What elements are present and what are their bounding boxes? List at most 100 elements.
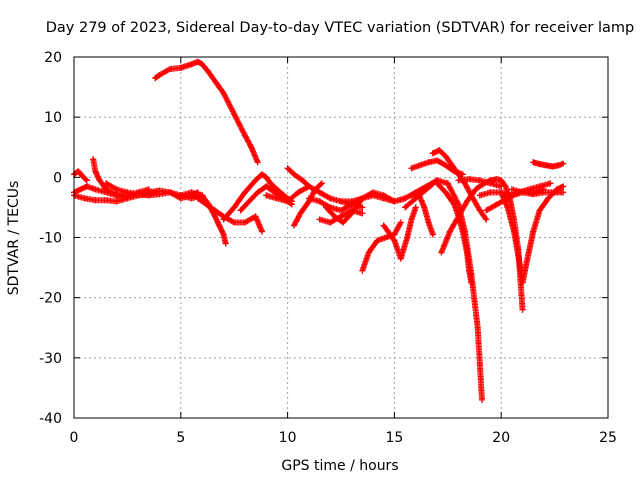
data-point <box>421 204 428 211</box>
axis-ticks: 0 5 10 15 20 25 -40 -30 -20 -10 0 10 20 <box>39 50 617 446</box>
data-point <box>487 189 494 196</box>
data-point <box>530 228 537 235</box>
data-point <box>468 279 475 286</box>
data-point <box>472 186 479 193</box>
data-point <box>359 195 366 202</box>
series-arc-30 <box>498 183 567 286</box>
data-point <box>241 189 248 196</box>
data-point <box>429 150 436 157</box>
y-tick-label: -10 <box>39 231 62 247</box>
data-point <box>273 186 280 193</box>
data-point <box>254 189 261 196</box>
y-tick-label: -40 <box>39 411 62 427</box>
x-tick-label: 15 <box>385 430 403 446</box>
data-point <box>551 189 558 196</box>
series-markers <box>380 204 419 262</box>
data-point <box>536 161 543 168</box>
data-point <box>312 186 319 193</box>
data-point <box>504 204 511 211</box>
data-point <box>408 216 415 223</box>
data-point <box>263 183 270 190</box>
data-point <box>267 180 274 187</box>
data-point <box>92 197 99 204</box>
data-point <box>553 186 560 193</box>
data-point <box>530 191 537 198</box>
data-point <box>449 162 456 169</box>
data-point <box>466 267 473 274</box>
grid <box>74 57 608 418</box>
data-point <box>241 219 248 226</box>
data-point <box>205 69 212 76</box>
data-point <box>299 177 306 184</box>
data-point <box>459 228 466 235</box>
data-point <box>464 249 471 256</box>
data-point <box>188 189 195 196</box>
data-points <box>71 58 567 403</box>
data-point <box>498 183 505 190</box>
series-arc-32 <box>530 159 567 170</box>
series-arc-20 <box>380 204 419 262</box>
data-point <box>348 210 355 217</box>
data-point <box>211 207 218 214</box>
data-point <box>231 219 238 226</box>
data-point <box>555 162 562 169</box>
x-tick-label: 25 <box>599 430 617 446</box>
data-point <box>391 237 398 244</box>
data-point <box>90 156 97 163</box>
data-point <box>444 180 451 187</box>
data-point <box>77 186 84 193</box>
data-point <box>231 111 238 118</box>
data-point <box>188 195 195 202</box>
data-point <box>258 228 265 235</box>
data-point <box>92 186 99 193</box>
data-point <box>397 255 404 262</box>
data-point <box>177 64 184 71</box>
data-point <box>425 219 432 226</box>
data-point <box>466 176 473 183</box>
data-point <box>237 207 244 214</box>
data-point <box>387 231 394 238</box>
data-point <box>145 192 152 199</box>
data-point <box>83 183 90 190</box>
data-point <box>316 216 323 223</box>
data-point <box>498 189 505 196</box>
series-arc-03 <box>71 168 90 184</box>
data-point <box>252 213 259 220</box>
data-point <box>284 165 291 172</box>
data-point <box>434 157 441 164</box>
data-point <box>474 324 481 331</box>
series-arc-31 <box>508 186 567 198</box>
y-tick-label: -20 <box>39 291 62 307</box>
data-point <box>549 163 556 170</box>
series-arc-06 <box>152 58 261 166</box>
data-point <box>434 180 441 187</box>
data-point <box>436 147 443 154</box>
data-point <box>79 173 86 180</box>
data-point <box>340 219 347 226</box>
data-point <box>519 306 526 313</box>
data-point <box>103 180 110 187</box>
series-markers <box>530 159 567 170</box>
data-point <box>297 210 304 217</box>
data-point <box>540 189 547 196</box>
data-point <box>348 198 355 205</box>
series-arc-27 <box>455 176 505 190</box>
x-axis-label: GPS time / hours <box>281 458 398 474</box>
data-point <box>404 234 411 241</box>
series-markers <box>220 171 274 223</box>
data-point <box>476 207 483 214</box>
data-point <box>442 162 449 169</box>
data-point <box>241 132 248 139</box>
data-point <box>220 216 227 223</box>
data-point <box>402 195 409 202</box>
data-point <box>412 204 419 211</box>
data-point <box>547 180 554 187</box>
data-point <box>83 177 90 184</box>
data-point <box>515 252 522 259</box>
series-arc-19 <box>359 219 404 274</box>
data-point <box>380 195 387 202</box>
data-point <box>338 198 344 205</box>
data-point <box>338 207 344 214</box>
chart-title: Day 279 of 2023, Sidereal Day-to-day VTE… <box>46 20 635 36</box>
data-point <box>295 189 302 196</box>
